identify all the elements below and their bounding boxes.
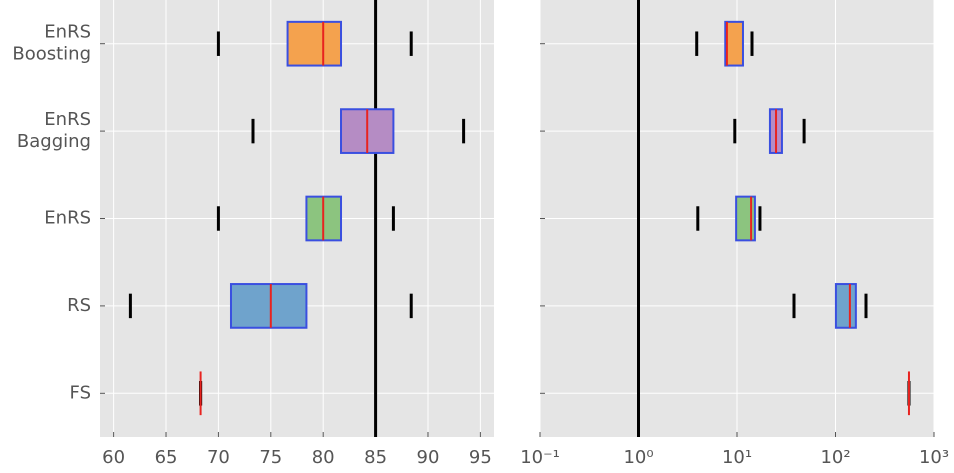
x-tick-label: 85 [364,447,387,468]
x-tick-label: 10³ [919,447,949,468]
box [735,195,756,242]
x-tick-label: 10² [820,447,850,468]
box [834,283,857,329]
box [724,20,744,67]
x-tick-label: 60 [102,447,125,468]
x-tick-label: 65 [155,447,178,468]
label-line: Bagging [17,131,91,152]
y-tick-label: RS [67,295,91,316]
box [229,283,308,329]
x-tick-label: 70 [207,447,230,468]
x-tick-label: 10⁰ [623,447,653,468]
y-tick-label: EnRS Bagging [17,109,91,152]
x-tick-label: 90 [417,447,440,468]
y-tick-label: EnRS [44,208,91,229]
label-line: EnRS [44,22,91,43]
x-tick-label: 10⁻¹ [520,447,560,468]
x-tick-label: 10¹ [722,447,752,468]
label-line: FS [70,382,91,403]
x-tick-label: 75 [259,447,282,468]
label-line: RS [67,295,91,316]
x-tick-label: 95 [469,447,492,468]
label-line: Boosting [12,44,91,65]
box [286,20,343,67]
x-tick-label: 80 [312,447,335,468]
label-line: EnRS [44,208,91,229]
label-line: EnRS [44,109,91,130]
y-tick-label: EnRS Boosting [12,22,91,65]
y-tick-label: FS [70,382,91,403]
